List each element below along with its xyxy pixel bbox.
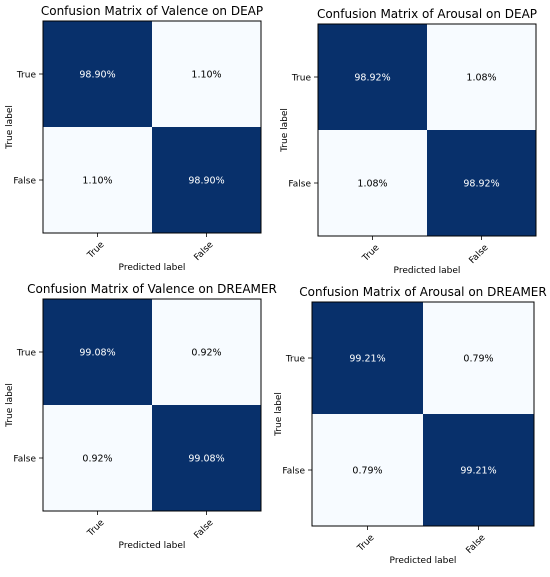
matrix-cell [43, 127, 152, 233]
matrix-cell [152, 127, 261, 233]
plot-frame [42, 20, 262, 234]
x-tick-label: True [85, 518, 107, 540]
matrix-cell [43, 299, 152, 405]
chart-title: Confusion Matrix of Arousal on DEAP [317, 7, 537, 21]
cell-value-label: 0.79% [352, 466, 382, 477]
y-tick-label: True [285, 355, 306, 365]
y-axis-label: True label [5, 383, 15, 428]
cell-value-label: 1.08% [466, 73, 496, 84]
x-tick-label: True [355, 533, 377, 555]
x-tick-label: False [465, 533, 488, 556]
matrix-cell [43, 405, 152, 511]
matrix-cell [423, 302, 534, 414]
x-axis-label: Predicted label [394, 266, 461, 276]
y-tick-label: True [16, 71, 37, 81]
cell-value-label: 99.08% [188, 454, 224, 465]
x-axis-label: Predicted label [119, 541, 186, 551]
chart-title: Confusion Matrix of Valence on DEAP [41, 4, 263, 18]
cell-value-label: 0.92% [82, 454, 112, 465]
cell-value-label: 1.08% [357, 179, 387, 190]
matrix-cell [312, 414, 423, 526]
matrix-cell [427, 24, 536, 130]
plot-frame [317, 23, 537, 237]
cell-value-label: 99.21% [460, 466, 496, 477]
cell-value-label: 1.10% [191, 70, 221, 81]
y-axis-label: True label [5, 105, 15, 150]
plot-frame [311, 301, 535, 527]
matrix-cell [312, 302, 423, 414]
x-tick-label: False [468, 243, 491, 266]
matrix-cell [152, 299, 261, 405]
cell-value-label: 0.92% [191, 348, 221, 359]
cell-value-label: 0.79% [463, 354, 493, 365]
y-tick-label: False [288, 180, 311, 190]
y-tick-label: False [13, 455, 36, 465]
y-tick-label: False [13, 177, 36, 187]
x-tick-label: True [360, 243, 382, 265]
confusion-matrix-panel-4: 99.21% 0.79% 0.79% 99.21% Confusion Matrix o… [274, 285, 547, 566]
x-axis-label: Predicted label [390, 556, 457, 566]
chart-title: Confusion Matrix of Arousal on DREAMER [299, 285, 546, 299]
y-axis-label: True label [280, 108, 290, 153]
matrix-cell [152, 405, 261, 511]
y-tick-label: True [16, 349, 37, 359]
x-tick-label: False [193, 518, 216, 541]
confusion-matrix-panel-1: 98.90% 1.10% 1.10% 98.90% Confusion Matrix o… [5, 4, 263, 273]
matrix-cell [318, 130, 427, 236]
y-axis-label: True label [274, 392, 284, 437]
cell-value-label: 98.92% [463, 179, 499, 190]
cell-value-label: 98.90% [79, 70, 115, 81]
x-tick-label: False [193, 240, 216, 263]
y-tick-label: False [282, 467, 305, 477]
confusion-matrix-panel-2: 98.92% 1.08% 1.08% 98.92% Confusion Matrix o… [280, 7, 537, 276]
cell-value-label: 98.92% [354, 73, 390, 84]
confusion-matrix-panel-3: 99.08% 0.92% 0.92% 99.08% Confusion Matrix o… [5, 282, 277, 551]
plot-frame [42, 298, 262, 512]
cell-value-label: 98.90% [188, 176, 224, 187]
cell-value-label: 99.21% [349, 354, 385, 365]
x-axis-label: Predicted label [119, 263, 186, 273]
matrix-cell [43, 21, 152, 127]
matrix-cell [427, 130, 536, 236]
cell-value-label: 99.08% [79, 348, 115, 359]
matrix-cell [318, 24, 427, 130]
matrix-cell [152, 21, 261, 127]
chart-title: Confusion Matrix of Valence on DREAMER [27, 282, 277, 296]
y-tick-label: True [291, 74, 312, 84]
x-tick-label: True [85, 240, 107, 262]
cell-value-label: 1.10% [82, 176, 112, 187]
matrix-cell [423, 414, 534, 526]
